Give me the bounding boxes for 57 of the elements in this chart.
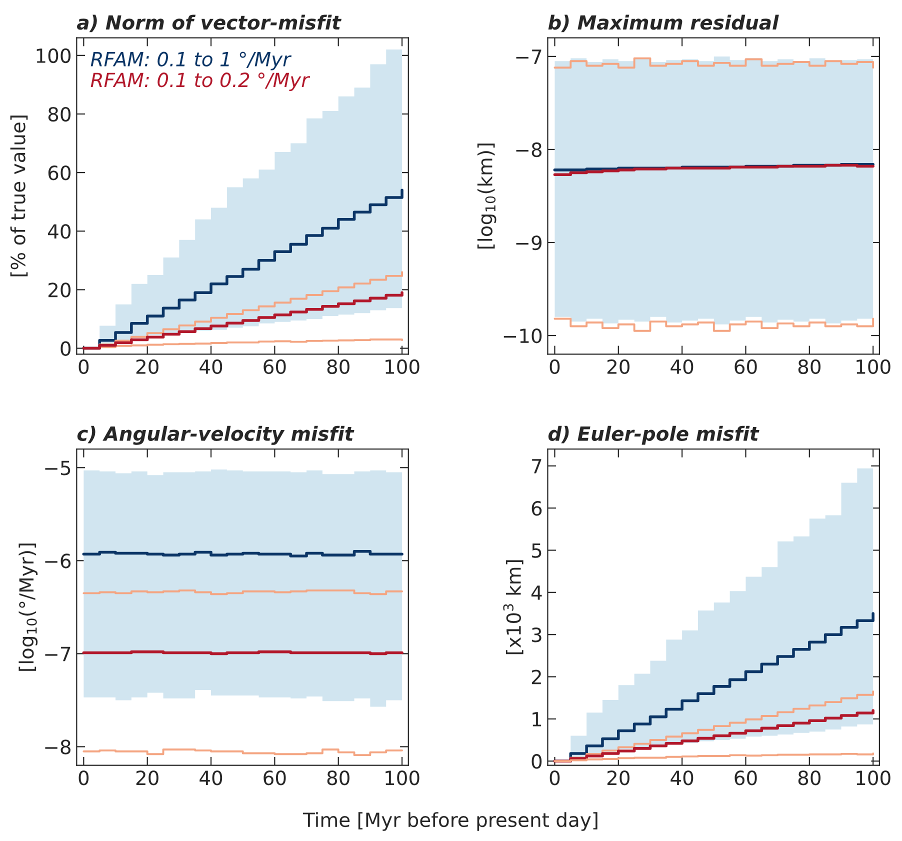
x-tick-label: 0 [550,770,560,786]
x-tick-label: 100 [856,770,890,786]
x-tick-label: 60 [734,359,757,374]
x-tick-label: 100 [386,359,420,374]
y-tick-label: −9 [516,235,542,250]
x-tick-label: 80 [798,359,820,374]
x-tick-label: 60 [264,770,286,786]
chart-title: c) Angular-velocity misfit [77,426,354,445]
x-tick-label: 100 [386,770,420,786]
x-tick-label: 80 [327,770,350,786]
x-tick-label: 100 [856,359,890,374]
x-tick-label: 60 [264,359,286,374]
y-tick-label: −5 [45,460,70,476]
y-tick-label: 7 [532,459,542,474]
y-tick-label: −8 [45,740,70,754]
text: RFAM: 0.1 to 0.2 °/Myr [90,72,310,92]
y-tick-label: 2 [532,670,541,684]
x-tick-label: 20 [136,770,158,786]
y-tick-label: −7 [45,646,70,662]
x-tick-label: 0 [550,359,560,374]
y-tick-label: 60 [48,166,71,180]
y-tick-label: 100 [36,48,71,64]
x-axis-title: Time [Myr before present day] [302,812,598,831]
y-tick-label: 0 [532,754,542,769]
y-tick-label: 5 [532,543,542,558]
y-tick-label: 40 [48,224,71,239]
x-tick-label: 0 [78,770,89,786]
y-tick-label: 1 [532,712,542,726]
x-tick-label: 40 [200,359,222,374]
x-tick-label: 80 [798,770,820,786]
x-tick-label: 40 [200,770,222,786]
chart-title: d) Euler-pole misfit [548,426,760,445]
y-axis-title: [log$_{10}$(°/Myr)] [18,544,38,671]
y-axis-title: [log$_{10}$(km)] [477,144,496,248]
y-tick-label: −10 [504,328,542,344]
x-tick-label: 80 [327,359,350,374]
y-axis-title: [x10$^{3}$ km] [503,560,524,654]
y-tick-label: −8 [516,142,542,158]
y-axis-title: [% of true value] [10,116,28,276]
y-tick-label: 80 [48,106,71,122]
x-tick-label: 0 [78,359,89,374]
x-tick-label: 40 [670,770,694,786]
y-tick-label: −7 [516,50,542,64]
chart-title: b) Maximum residual [548,14,779,32]
x-tick-label: 20 [136,359,158,374]
text: RFAM: 0.1 to 1 °/Myr [90,52,292,70]
y-tick-label: 6 [532,501,542,516]
y-tick-label: 4 [531,586,542,600]
x-tick-label: 60 [734,770,757,786]
chart-title: a) Norm of vector-misfit [77,14,342,32]
x-tick-label: 40 [670,359,694,374]
y-tick-label: 20 [48,282,71,298]
y-tick-label: 3 [532,628,542,642]
x-tick-label: 20 [607,770,630,786]
y-tick-label: 0 [60,341,71,356]
y-tick-label: −6 [45,554,71,568]
x-tick-label: 20 [607,359,630,374]
